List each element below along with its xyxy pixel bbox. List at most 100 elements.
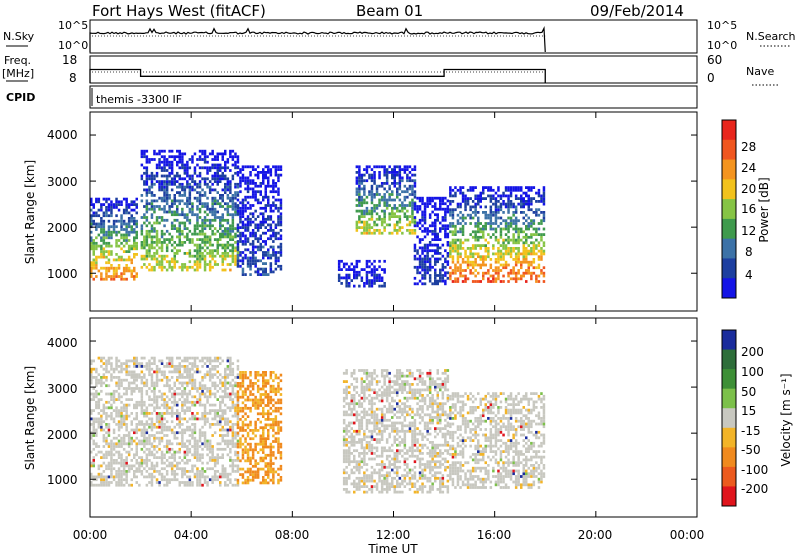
power-cell (471, 188, 475, 192)
velocity-cell (264, 473, 267, 476)
velocity-cell (254, 382, 257, 385)
power-cell (229, 188, 232, 192)
velocity-cell (239, 429, 242, 432)
velocity-cell (193, 436, 197, 440)
velocity-cell (165, 395, 169, 399)
velocity-cell (97, 400, 101, 404)
power-cell (231, 243, 235, 247)
power-cell (466, 197, 470, 200)
velocity-cell (150, 467, 154, 471)
power-cell (489, 188, 493, 192)
power-cell (163, 160, 166, 164)
velocity-cell (216, 456, 219, 459)
power-cell (249, 173, 252, 177)
power-cell (246, 176, 250, 180)
power-cell (365, 259, 369, 263)
power-cell (163, 155, 166, 159)
velocity-cell (176, 403, 179, 407)
power-cell (358, 187, 361, 191)
velocity-cell (224, 409, 227, 412)
power-cell (251, 251, 255, 254)
velocity-cell (178, 417, 181, 421)
power-cell (165, 260, 169, 264)
velocity-cell (203, 470, 207, 473)
power-cell (348, 276, 351, 280)
velocity-cell (145, 461, 149, 465)
power-cell (267, 179, 270, 183)
power-cell (231, 177, 235, 181)
power-cell (439, 207, 442, 211)
power-cell (234, 241, 237, 244)
power-cell (542, 188, 546, 192)
power-cell (418, 207, 422, 211)
velocity-cell (153, 381, 156, 385)
power-cell (122, 208, 126, 212)
power-cell (484, 247, 487, 250)
velocity-cell (249, 420, 252, 424)
power-cell (522, 241, 525, 245)
power-cell (191, 232, 194, 236)
velocity-cell (105, 412, 108, 415)
power-cell (272, 231, 275, 235)
power-cell (383, 198, 386, 202)
power-cell (484, 255, 487, 259)
power-cell (239, 209, 242, 213)
power-cell (262, 212, 265, 216)
power-cell (383, 168, 386, 171)
velocity-cell (140, 428, 144, 432)
noise-panel-frame (89, 19, 698, 54)
power-cell (459, 211, 462, 214)
power-cell (133, 255, 136, 259)
power-cell (153, 152, 156, 156)
power-cell (165, 246, 169, 250)
power-cell (155, 249, 159, 253)
velocity-cell (236, 467, 240, 471)
power-cell (178, 224, 181, 228)
power-cell (198, 243, 202, 247)
power-cell (163, 207, 166, 211)
power-cell (97, 214, 101, 218)
power-cell (451, 244, 455, 247)
velocity-cell (239, 426, 242, 430)
velocity-cell (127, 373, 131, 377)
power-cell (170, 224, 174, 228)
power-cell (143, 166, 146, 170)
power-cell (353, 276, 356, 280)
velocity-cell (125, 456, 128, 459)
velocity-cell (92, 425, 95, 429)
velocity-cell (165, 384, 169, 388)
velocity-cell (246, 384, 250, 388)
power-cell (155, 218, 159, 222)
power-cell (95, 214, 98, 218)
power-cell (145, 160, 149, 164)
power-cell (122, 244, 126, 248)
power-cell (477, 216, 480, 220)
power-cell (191, 207, 194, 211)
power-cell (517, 233, 520, 236)
velocity-cell (208, 478, 212, 482)
velocity-cell (259, 448, 262, 452)
power-cell (337, 268, 341, 271)
power-cell (262, 182, 265, 185)
power-cell (173, 158, 176, 161)
power-cell (90, 197, 93, 201)
power-cell (358, 201, 361, 205)
velocity-cell (244, 390, 247, 394)
velocity-cell (188, 406, 192, 410)
cpid-text: themis -3300 IF (96, 93, 182, 106)
power-cell (401, 179, 404, 183)
power-cell (522, 235, 525, 239)
power-cell (219, 202, 222, 206)
power-cell (241, 168, 245, 171)
velocity-cell (201, 412, 204, 415)
velocity-cell (246, 406, 250, 410)
power-cell (537, 255, 541, 259)
velocity-cell (173, 450, 176, 454)
velocity-cell (259, 395, 262, 399)
power-cell (464, 280, 467, 283)
power-cell (211, 224, 214, 228)
power-cell (279, 165, 283, 169)
power-cell (122, 269, 126, 273)
velocity-cell (133, 373, 136, 377)
power-cell (244, 248, 247, 252)
